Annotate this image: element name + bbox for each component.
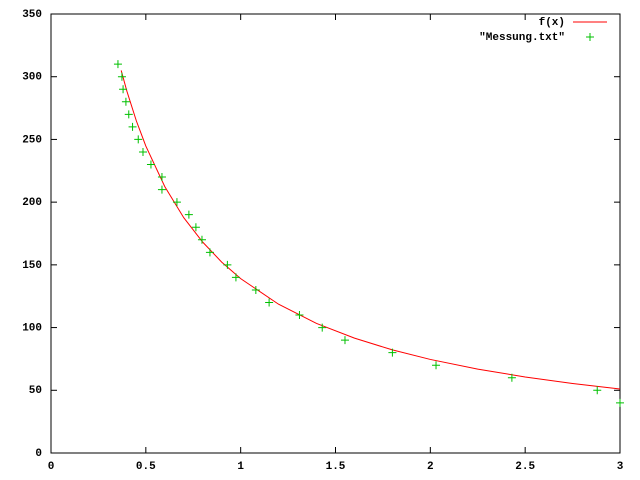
x-tick-label: 2.5	[515, 461, 535, 473]
point	[128, 122, 137, 131]
y-tick-label: 50	[29, 385, 42, 397]
legend-label: f(x)	[539, 17, 565, 29]
legend-swatch	[586, 33, 594, 41]
x-tick-label: 1	[237, 461, 244, 473]
point	[119, 85, 128, 94]
point	[121, 97, 130, 106]
point	[318, 323, 327, 332]
y-tick-label: 100	[22, 322, 42, 334]
point	[432, 361, 441, 370]
point	[231, 273, 240, 282]
point	[388, 348, 397, 357]
point	[157, 173, 166, 182]
point	[205, 248, 214, 257]
y-tick-label: 150	[22, 260, 42, 272]
point	[507, 373, 516, 382]
point	[117, 72, 126, 81]
point	[184, 210, 193, 219]
plot-border	[50, 13, 621, 454]
point	[223, 260, 232, 269]
point	[593, 386, 602, 395]
point	[340, 336, 349, 345]
point	[197, 235, 206, 244]
point	[157, 185, 166, 194]
point	[265, 298, 274, 307]
point	[295, 311, 304, 320]
y-tick-label: 300	[22, 72, 42, 84]
point	[146, 160, 155, 169]
x-tick-label: 1.5	[326, 461, 346, 473]
point	[251, 285, 260, 294]
point	[124, 110, 133, 119]
point	[138, 147, 147, 156]
y-tick-label: 350	[22, 9, 42, 21]
point	[616, 398, 624, 407]
legend-label: "Messung.txt"	[479, 32, 565, 44]
point	[172, 198, 181, 207]
x-tick-label: 0.5	[136, 461, 156, 473]
y-tick-label: 200	[22, 197, 42, 209]
x-tick-label: 0	[48, 461, 55, 473]
y-tick-label: 250	[22, 134, 42, 146]
x-tick-label: 2	[427, 461, 434, 473]
y-tick-label: 0	[35, 448, 42, 460]
point	[113, 60, 122, 69]
point	[134, 135, 143, 144]
curve	[120, 70, 621, 390]
x-tick-label: 3	[617, 461, 624, 473]
point	[191, 223, 200, 232]
